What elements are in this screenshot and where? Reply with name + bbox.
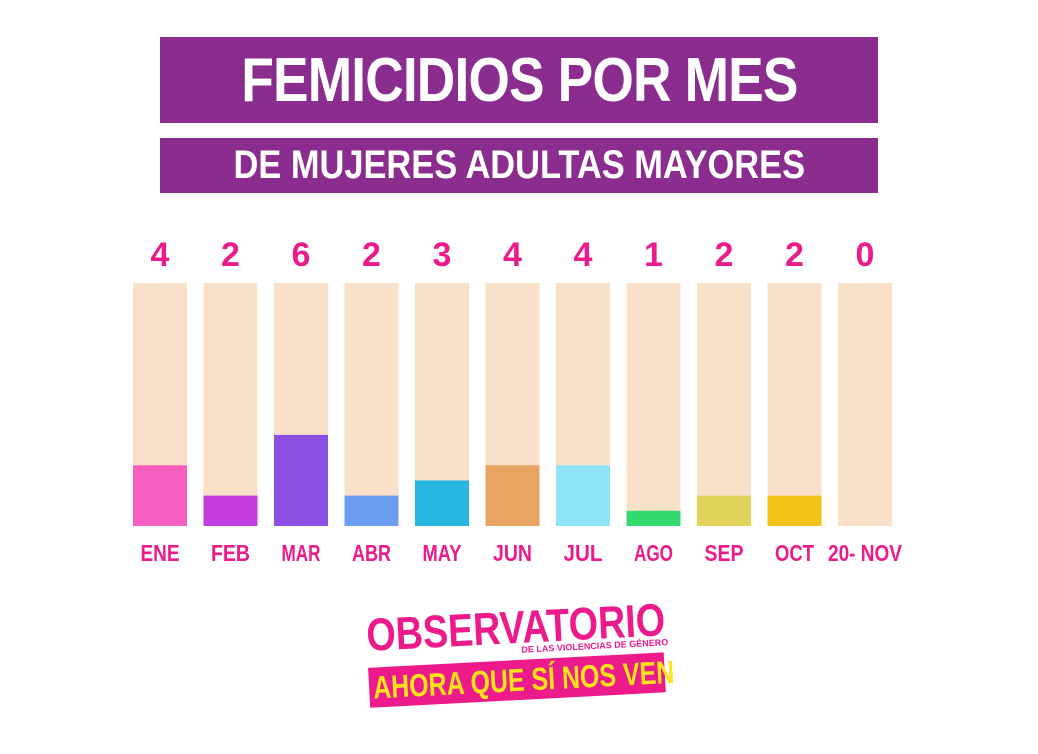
category-label-6: JUL	[564, 540, 603, 566]
value-label-2: 6	[292, 236, 311, 274]
value-label-7: 1	[644, 236, 663, 274]
bar-3	[344, 495, 399, 526]
category-label-4: MAY	[423, 540, 462, 566]
value-label-6: 4	[574, 236, 593, 274]
logo-slogan-text: AHORA QUE SÍ NOS VEN	[372, 653, 676, 706]
value-label-8: 2	[715, 236, 734, 274]
bar-track-10	[838, 283, 892, 526]
category-label-0: ENE	[141, 540, 180, 566]
logo-slogan-bar: AHORA QUE SÍ NOS VEN	[368, 652, 675, 708]
bar-track-1	[203, 283, 258, 526]
observatorio-logo: OBSERVATORIO DE LAS VIOLENCIAS DE GÉNERO…	[359, 593, 677, 729]
category-label-2: MAR	[282, 540, 321, 566]
category-label-8: SEP	[705, 540, 744, 566]
category-label-9: OCT	[775, 540, 814, 566]
chart-title: FEMICIDIOS POR MES	[240, 45, 798, 115]
value-label-5: 4	[503, 236, 522, 274]
value-label-10: 0	[856, 236, 875, 274]
bar-4	[415, 480, 469, 526]
bar-2	[274, 434, 328, 526]
bar-9	[767, 495, 822, 526]
category-label-5: JUN	[493, 540, 532, 566]
category-label-3: ABR	[352, 540, 391, 566]
value-label-0: 4	[151, 236, 170, 274]
category-label-1: FEB	[211, 540, 250, 566]
title-banner: FEMICIDIOS POR MES	[160, 37, 878, 123]
bar-track-9	[767, 283, 822, 526]
bar-6	[556, 465, 610, 526]
category-label-10: 20- NOV	[828, 540, 903, 566]
bar-0	[133, 465, 187, 526]
value-label-3: 2	[362, 236, 381, 274]
bar-5	[485, 465, 540, 526]
subtitle-banner: DE MUJERES ADULTAS MAYORES	[160, 138, 878, 193]
bar-7	[626, 510, 681, 526]
bar-8	[697, 495, 751, 526]
bar-track-8	[697, 283, 751, 526]
bar-track-7	[626, 283, 681, 526]
category-label-7: AGO	[634, 540, 673, 566]
value-label-4: 3	[433, 236, 452, 274]
bar-track-3	[344, 283, 399, 526]
chart-subtitle: DE MUJERES ADULTAS MAYORES	[233, 143, 805, 187]
value-label-9: 2	[785, 236, 804, 274]
value-label-1: 2	[221, 236, 240, 274]
bar-1	[203, 495, 258, 526]
